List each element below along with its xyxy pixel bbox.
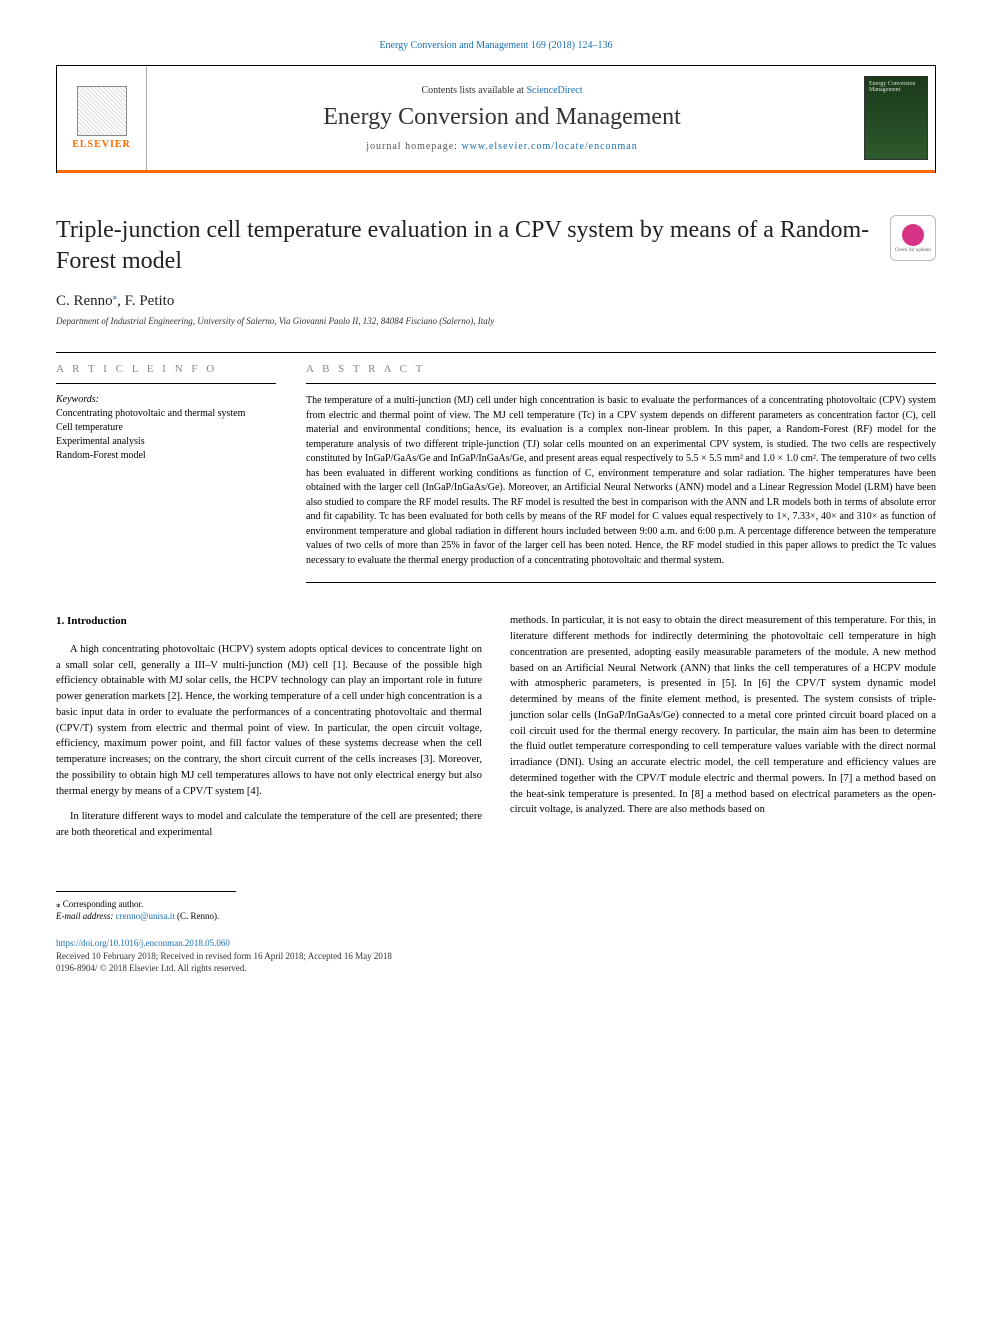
footer-block: https://doi.org/10.1016/j.enconman.2018.… <box>56 937 936 975</box>
journal-homepage-link[interactable]: www.elsevier.com/locate/enconman <box>461 141 637 152</box>
body-column-left: 1. Introduction A high concentrating pho… <box>56 613 482 851</box>
section-1-title: 1. Introduction <box>56 613 482 630</box>
header-accent-bar <box>57 170 935 173</box>
page-root: Energy Conversion and Management 169 (20… <box>0 0 992 1005</box>
affiliation: Department of Industrial Engineering, Un… <box>56 316 936 326</box>
journal-header-center: Contents lists available at ScienceDirec… <box>147 66 857 170</box>
crossmark-icon <box>902 224 924 246</box>
footnote-separator <box>56 891 236 892</box>
email-line: E-mail address: crenno@unisa.it (C. Renn… <box>56 910 936 923</box>
body-column-right: methods. In particular, it is not easy t… <box>510 613 936 851</box>
corresponding-author-footnote: ⁎ Corresponding author. E-mail address: … <box>56 898 936 923</box>
keyword-item: Random-Forest model <box>56 449 276 463</box>
abstract-text: The temperature of a multi-junction (MJ)… <box>306 394 936 583</box>
article-info-heading: A R T I C L E I N F O <box>56 353 276 384</box>
abstract-column: A B S T R A C T The temperature of a mul… <box>306 353 936 583</box>
contents-prefix: Contents lists available at <box>421 85 526 96</box>
email-link[interactable]: crenno@unisa.it <box>116 911 175 921</box>
publisher-logo: ELSEVIER <box>57 66 147 170</box>
author-1: C. Renno <box>56 293 113 309</box>
body-columns: 1. Introduction A high concentrating pho… <box>56 613 936 851</box>
keyword-item: Cell temperature <box>56 421 276 435</box>
body-paragraph: A high concentrating photovoltaic (HCPV)… <box>56 642 482 800</box>
body-paragraph: In literature different ways to model an… <box>56 809 482 841</box>
elsevier-tree-icon <box>77 86 127 136</box>
journal-name: Energy Conversion and Management <box>323 104 680 131</box>
authors-line: C. Renno⁎, F. Petito <box>56 291 936 310</box>
journal-header: ELSEVIER Contents lists available at Sci… <box>56 65 936 173</box>
keywords-label: Keywords: <box>56 394 276 405</box>
publisher-name: ELSEVIER <box>72 139 131 150</box>
received-dates: Received 10 February 2018; Received in r… <box>56 950 936 963</box>
keyword-item: Concentrating photovoltaic and thermal s… <box>56 407 276 421</box>
email-suffix: (C. Renno). <box>175 911 220 921</box>
check-updates-label: Check for updates <box>895 248 931 253</box>
copyright-line: 0196-8904/ © 2018 Elsevier Ltd. All righ… <box>56 962 936 975</box>
keyword-item: Experimental analysis <box>56 435 276 449</box>
check-for-updates-button[interactable]: Check for updates <box>890 215 936 261</box>
corr-author-line: ⁎ Corresponding author. <box>56 898 936 911</box>
homepage-prefix: journal homepage: <box>366 141 461 152</box>
article-info-column: A R T I C L E I N F O Keywords: Concentr… <box>56 353 276 583</box>
email-label: E-mail address: <box>56 911 116 921</box>
contents-available-line: Contents lists available at ScienceDirec… <box>421 85 582 96</box>
article-title: Triple-junction cell temperature evaluat… <box>56 215 878 277</box>
doi-link[interactable]: https://doi.org/10.1016/j.enconman.2018.… <box>56 938 230 948</box>
author-2: , F. Petito <box>117 293 174 309</box>
info-abstract-row: A R T I C L E I N F O Keywords: Concentr… <box>56 352 936 583</box>
body-paragraph: methods. In particular, it is not easy t… <box>510 613 936 818</box>
issue-reference-link[interactable]: Energy Conversion and Management 169 (20… <box>56 40 936 51</box>
abstract-heading: A B S T R A C T <box>306 353 936 384</box>
sciencedirect-link[interactable]: ScienceDirect <box>526 85 582 96</box>
journal-homepage-line: journal homepage: www.elsevier.com/locat… <box>366 141 638 152</box>
journal-cover-thumbnail: Energy Conversion Management <box>864 76 928 160</box>
journal-cover-box: Energy Conversion Management <box>857 66 935 170</box>
title-row: Triple-junction cell temperature evaluat… <box>56 215 936 277</box>
